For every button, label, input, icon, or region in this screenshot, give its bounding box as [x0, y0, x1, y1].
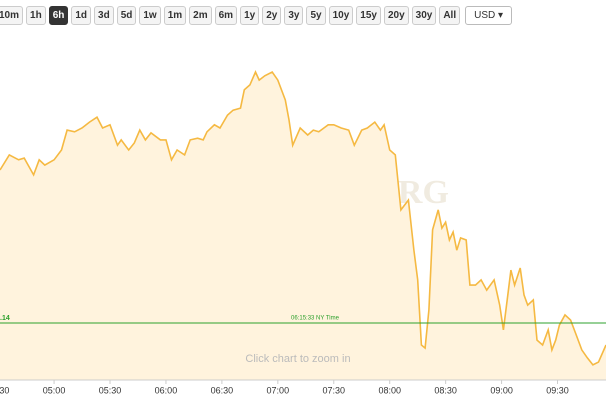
- reference-price: .14: [0, 315, 10, 322]
- range-button[interactable]: 3y: [284, 6, 304, 25]
- currency-select[interactable]: USD ▾: [465, 6, 513, 25]
- area: [0, 72, 606, 380]
- reference-time: 06:15:33 NY Time: [291, 316, 340, 322]
- range-button[interactable]: 20y: [383, 6, 409, 25]
- x-tick-label: 08:00: [378, 385, 401, 395]
- range-button[interactable]: 10y: [328, 6, 354, 25]
- range-button[interactable]: 6h: [48, 6, 69, 25]
- range-button[interactable]: 2m: [189, 6, 212, 25]
- x-tick-label: 05:00: [43, 385, 66, 395]
- range-button[interactable]: 2y: [262, 6, 282, 25]
- range-button[interactable]: 10m: [0, 6, 24, 25]
- range-button[interactable]: All: [439, 6, 461, 25]
- range-button[interactable]: 6m: [214, 6, 238, 25]
- x-tick-label: 06:00: [155, 385, 178, 395]
- x-tick-label: 07:00: [267, 385, 290, 395]
- range-button[interactable]: 30y: [411, 6, 437, 25]
- range-button[interactable]: 1y: [240, 6, 260, 25]
- x-tick-label: 04:30: [0, 385, 9, 395]
- toolbar: 10m 1h 6h 1d 3d 5d 1w 1m 2m 6m 1y 2y 3y 5y 10y 15y 20y 30…: [0, 6, 513, 25]
- range-button[interactable]: 1d: [71, 6, 92, 25]
- range-button[interactable]: 3d: [94, 6, 114, 25]
- x-tick-label: 07:30: [323, 385, 346, 395]
- range-button[interactable]: 5y: [306, 6, 326, 25]
- x-tick-label: 06:30: [211, 385, 234, 395]
- range-button[interactable]: 15y: [356, 6, 381, 25]
- range-button[interactable]: 5d: [116, 6, 137, 25]
- x-tick-label: 09:30: [546, 385, 569, 395]
- range-button[interactable]: 1h: [26, 6, 46, 25]
- price-line: [0, 70, 606, 366]
- x-tick-label: 09:00: [490, 385, 513, 395]
- currency-label: USD: [474, 10, 496, 21]
- x-tick-label: 05:30: [99, 385, 122, 395]
- range-button[interactable]: 1m: [163, 6, 187, 25]
- x-tick-label: 08:30: [434, 385, 457, 395]
- range-button[interactable]: 1w: [139, 6, 161, 25]
- zoom-hint: Click chart to zoom in: [245, 353, 350, 365]
